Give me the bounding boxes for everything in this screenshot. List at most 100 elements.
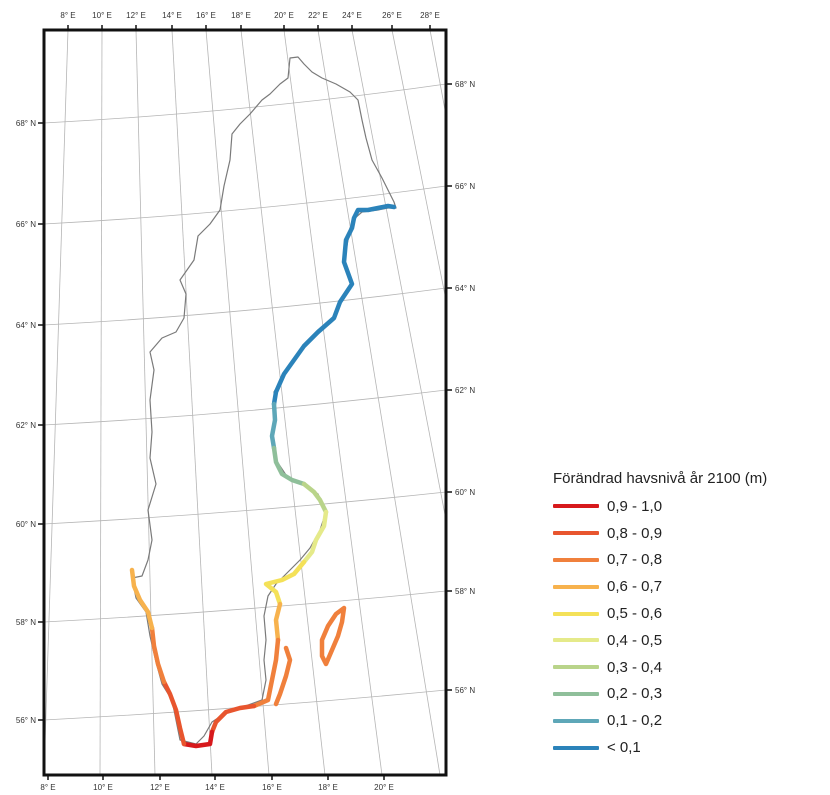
top-lon-label: 14° E [162, 11, 182, 20]
left-lat-labels: 68° N 66° N 64° N 62° N 60° N 58° N 56° N [16, 119, 44, 725]
legend-item: 0,6 - 0,7 [553, 573, 823, 600]
legend-swatch [553, 718, 599, 723]
right-lat-label: 58° N [455, 587, 475, 596]
parallel-66 [43, 185, 447, 225]
legend-item: 0,4 - 0,5 [553, 627, 823, 654]
coastline [129, 203, 397, 749]
legend-item: 0,9 - 1,0 [553, 493, 823, 520]
bottom-lon-label: 14° E [205, 783, 225, 792]
coast-segment-west-0.8-0.9 [161, 679, 187, 747]
top-lon-label: 8° E [60, 11, 75, 20]
meridian-26 [391, 29, 447, 301]
left-lat-label: 58° N [16, 618, 36, 627]
parallel-58 [43, 590, 447, 623]
top-lon-labels: 8° E 10° E 12° E 14° E 16° E 18° E 20° E 22° E 2… [60, 11, 440, 31]
left-lat-label: 66° N [16, 220, 36, 229]
meridian-20 [283, 29, 383, 776]
legend-swatch [553, 745, 599, 750]
parallel-56 [43, 689, 447, 721]
meridian-10 [99, 29, 103, 776]
top-lon-label: 10° E [92, 11, 112, 20]
legend-label: 0,6 - 0,7 [607, 578, 663, 596]
top-lon-label: 26° E [382, 11, 402, 20]
right-lat-labels: 68° N 66° N 64° N 62° N 60° N 58° N 56° N [446, 80, 475, 695]
meridian-8 [43, 29, 69, 776]
legend-swatch [553, 584, 599, 589]
bottom-lon-label: 16° E [262, 783, 282, 792]
legend: Förändrad havsnivå år 2100 (m) 0,9 - 1,0… [553, 470, 823, 761]
legend-items: 0,9 - 1,0 0,8 - 0,9 0,7 - 0,8 0,6 - 0,7 0,5 … [553, 493, 823, 761]
legend-swatch [553, 665, 599, 670]
legend-swatch [553, 638, 599, 643]
left-lat-label: 60° N [16, 520, 36, 529]
oland-island [273, 645, 293, 707]
bottom-lon-labels: 8° E 10° E 12° E 14° E 16° E 18° E 20° E [40, 774, 394, 792]
meridian-28 [429, 29, 447, 116]
legend-label: 0,3 - 0,4 [607, 658, 663, 676]
top-lon-label: 20° E [274, 11, 294, 20]
legend-swatch [553, 557, 599, 562]
coast-segment-0.4-0.5 [301, 509, 329, 565]
legend-swatch [553, 611, 599, 616]
bottom-lon-label: 12° E [150, 783, 170, 792]
map-frame [42, 28, 448, 777]
gotland-island [319, 605, 347, 667]
coast-segment-west-0.6-0.7 [129, 567, 155, 631]
meridian-16 [205, 29, 270, 776]
legend-swatch [553, 531, 599, 536]
bottom-lon-label: 10° E [93, 783, 113, 792]
legend-label: < 0,1 [607, 739, 641, 757]
top-lon-label: 12° E [126, 11, 146, 20]
coast-segment-0.5-0.6 [263, 559, 307, 607]
legend-label: 0,8 - 0,9 [607, 524, 663, 542]
legend-item: 0,2 - 0,3 [553, 681, 823, 708]
legend-label: 0,7 - 0,8 [607, 551, 663, 569]
legend-item: 0,3 - 0,4 [553, 654, 823, 681]
legend-label: 0,2 - 0,3 [607, 685, 663, 703]
left-lat-label: 56° N [16, 716, 36, 725]
legend-item: 0,1 - 0,2 [553, 707, 823, 734]
right-lat-label: 66° N [455, 182, 475, 191]
bottom-lon-label: 8° E [40, 783, 55, 792]
right-lat-label: 56° N [455, 686, 475, 695]
legend-label: 0,4 - 0,5 [607, 631, 663, 649]
top-lon-label: 18° E [231, 11, 251, 20]
legend-item: 0,5 - 0,6 [553, 600, 823, 627]
coast-segment-0.2-0.3 [271, 445, 307, 487]
legend-item: < 0,1 [553, 734, 823, 761]
coast-segment-lt-0.1 [271, 203, 397, 407]
bottom-lon-label: 20° E [374, 783, 394, 792]
right-lat-label: 68° N [455, 80, 475, 89]
parallel-68 [43, 83, 447, 124]
right-lat-label: 62° N [455, 386, 475, 395]
right-lat-label: 60° N [455, 488, 475, 497]
left-lat-label: 68° N [16, 119, 36, 128]
top-lon-label: 22° E [308, 11, 328, 20]
coast-segment-0.6-0.7 [273, 601, 283, 643]
coast-segment-0.8-0.9 [209, 703, 257, 735]
coast-segment-0.9-1.0 [181, 729, 215, 749]
left-lat-label: 64° N [16, 321, 36, 330]
legend-item: 0,7 - 0,8 [553, 547, 823, 574]
parallel-64 [43, 287, 447, 326]
meridian-24 [351, 29, 447, 521]
legend-swatch [553, 504, 599, 509]
meridian-14 [171, 29, 213, 776]
top-lon-label: 28° E [420, 11, 440, 20]
right-lat-label: 64° N [455, 284, 475, 293]
legend-label: 0,5 - 0,6 [607, 605, 663, 623]
legend-label: 0,1 - 0,2 [607, 712, 663, 730]
legend-label: 0,9 - 1,0 [607, 497, 663, 515]
meridian-18 [240, 29, 326, 776]
coast-segment-west-0.7-0.8 [149, 625, 167, 685]
bottom-lon-label: 18° E [318, 783, 338, 792]
parallel-62 [43, 389, 447, 426]
top-lon-label: 24° E [342, 11, 362, 20]
left-lat-label: 62° N [16, 421, 36, 430]
parallel-60 [43, 491, 447, 525]
legend-title: Förändrad havsnivå år 2100 (m) [553, 470, 768, 487]
legend-item: 0,8 - 0,9 [553, 520, 823, 547]
graticule [43, 29, 447, 776]
legend-swatch [553, 691, 599, 696]
